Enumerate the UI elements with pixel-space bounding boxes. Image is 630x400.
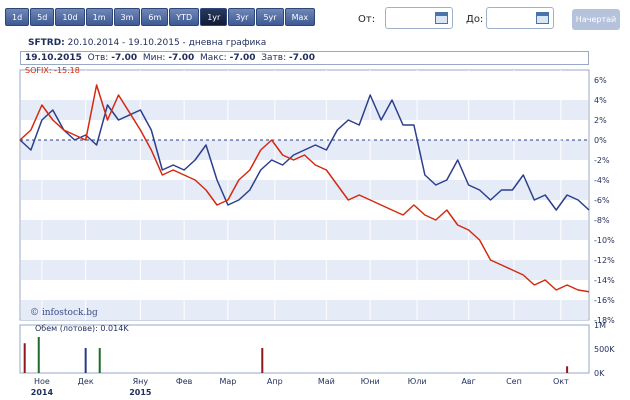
y-tick-label: -12%: [594, 256, 615, 265]
volume-bar: [37, 337, 40, 373]
volume-bar: [84, 348, 87, 373]
plot-band: [21, 300, 588, 320]
x-tick-label: Май: [318, 377, 335, 386]
y-tick-label: 0%: [594, 136, 607, 145]
x-tick-label: Ное: [34, 377, 50, 386]
low-label: Мин:: [142, 53, 166, 63]
close-label: Затв:: [261, 53, 287, 63]
ohlc-bar: 19.10.2015 Отв: -7.00 Мин: -7.00 Макс: -…: [20, 51, 589, 65]
plot-band: [21, 220, 588, 240]
y-tick-label: 2%: [594, 116, 607, 125]
high-value: -7.00: [229, 53, 256, 63]
volume-label: Обем (лотове): 0.014K: [35, 324, 129, 333]
range-button-5d[interactable]: 5d: [30, 8, 55, 26]
series-line-sftrd: [19, 94, 590, 211]
range-button-1d[interactable]: 1d: [5, 8, 30, 26]
open-value: -7.00: [111, 53, 138, 63]
low-value: -7.00: [168, 53, 195, 63]
range-button-10d[interactable]: 10d: [55, 8, 85, 26]
volume-tick-label: 1M: [594, 321, 606, 330]
series-line-sofix: [19, 84, 590, 293]
y-tick-label: -16%: [594, 296, 615, 305]
x-tick-label: Юни: [361, 377, 380, 386]
y-tick-label: -4%: [594, 176, 610, 185]
volume-bar: [566, 366, 569, 373]
x-tick-label: Апр: [267, 377, 283, 386]
volume-frame: [19, 324, 590, 374]
y-tick-label: -6%: [594, 196, 610, 205]
open-label: Отв:: [87, 53, 109, 63]
to-label: До:: [466, 14, 484, 25]
range-button-3yr[interactable]: 3yr: [228, 8, 256, 26]
volume-bar: [98, 348, 101, 373]
y-tick-label: -14%: [594, 276, 615, 285]
range-button-ytd[interactable]: YTD: [169, 8, 200, 26]
chart-title: SFTRD: 20.10.2014 - 19.10.2015 - дневна …: [28, 38, 266, 48]
volume-bar: [261, 348, 264, 373]
x-tick-label: Дек: [78, 377, 94, 386]
ohlc-date: 19.10.2015: [25, 53, 82, 63]
x-tick-year: 2014: [31, 388, 54, 397]
y-tick-label: 4%: [594, 96, 607, 105]
plot-band: [21, 100, 588, 120]
symbol: SFTRD:: [28, 38, 65, 48]
high-label: Макс:: [200, 53, 227, 63]
plot-band: [21, 260, 588, 280]
x-tick-year: 2015: [129, 388, 152, 397]
period: 20.10.2014 - 19.10.2015 - дневна графика: [67, 38, 267, 48]
range-button-6m[interactable]: 6m: [141, 8, 169, 26]
calendar-icon[interactable]: [536, 12, 549, 24]
y-tick-label: -18%: [594, 316, 615, 325]
from-date-input[interactable]: [385, 7, 453, 29]
draw-button[interactable]: Начертай: [572, 9, 620, 30]
range-button-5yr[interactable]: 5yr: [256, 8, 284, 26]
volume-tick-label: 0K: [594, 369, 605, 378]
range-button-3m[interactable]: 3m: [113, 8, 141, 26]
x-tick-label: Окт: [553, 377, 569, 386]
x-tick-label: Яну: [133, 377, 149, 386]
volume-tick-label: 500K: [594, 345, 615, 354]
volume-bar: [23, 343, 26, 373]
range-button-max[interactable]: Max: [284, 8, 316, 26]
x-tick-label: Мар: [219, 377, 236, 386]
y-tick-label: 6%: [594, 76, 607, 85]
range-toolbar: 1d 5d 10d 1m 3m 6m YTD 1yr 3yr 5yr Max: [5, 8, 316, 26]
x-tick-label: Авг: [461, 377, 475, 386]
y-tick-label: -10%: [594, 236, 615, 245]
calendar-icon[interactable]: [435, 12, 448, 24]
to-date-input[interactable]: [486, 7, 554, 29]
x-tick-label: Сеп: [506, 377, 522, 386]
y-tick-label: -8%: [594, 216, 610, 225]
legend-sofix: SOFIX: -15.18: [25, 66, 80, 75]
from-label: От:: [358, 14, 376, 25]
range-button-1yr[interactable]: 1yr: [200, 8, 228, 26]
y-tick-label: -2%: [594, 156, 610, 165]
close-value: -7.00: [289, 53, 315, 63]
plot-band: [21, 180, 588, 200]
range-button-1m[interactable]: 1m: [85, 8, 113, 26]
watermark: © infostock.bg: [30, 308, 98, 318]
x-tick-label: Юли: [408, 377, 427, 386]
x-tick-label: Фев: [176, 377, 193, 386]
